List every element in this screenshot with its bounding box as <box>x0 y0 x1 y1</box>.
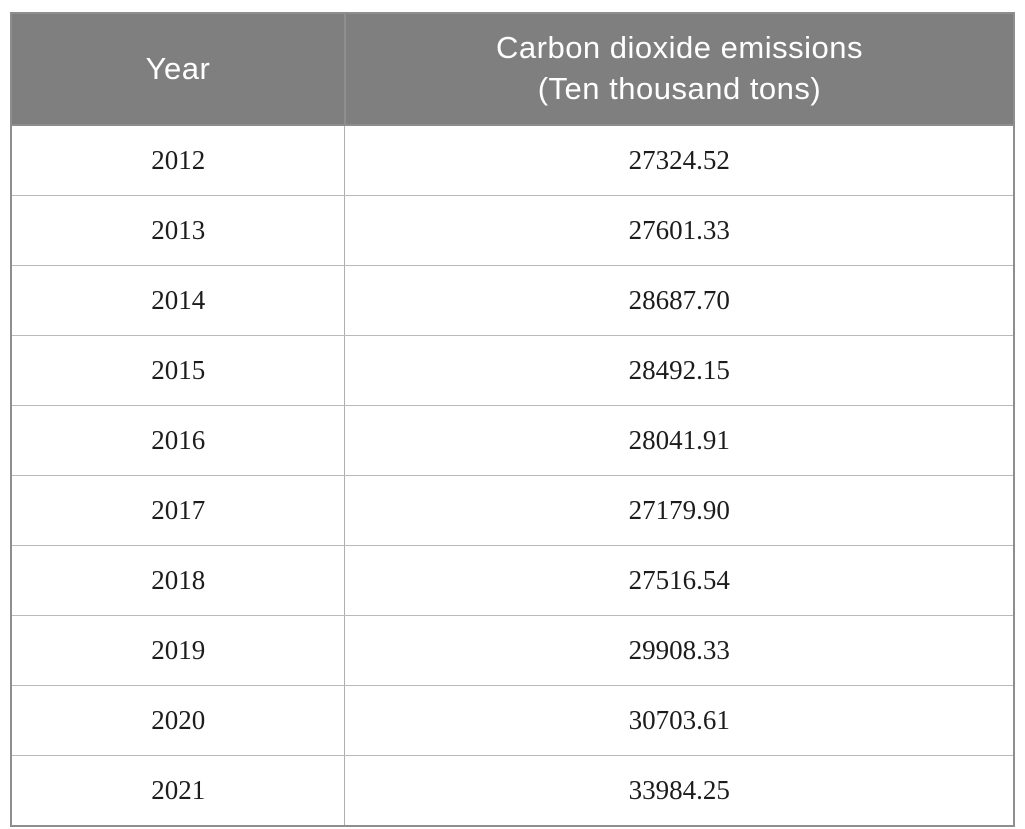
year-header-label: Year <box>145 50 211 86</box>
year-cell: 2013 <box>10 195 346 266</box>
emissions-cell: 27179.90 <box>344 475 1016 546</box>
table-row: 2013 27601.33 <box>10 195 1016 266</box>
emissions-cell: 28041.91 <box>344 405 1016 476</box>
emissions-cell: 33984.25 <box>344 755 1016 827</box>
emissions-cell: 27324.52 <box>344 124 1016 196</box>
table-header: Year Carbon dioxide emissions (Ten thous… <box>10 12 1016 126</box>
emissions-header-line1: Carbon dioxide emissions <box>496 30 863 66</box>
table-row: 2019 29908.33 <box>10 615 1016 686</box>
year-cell: 2012 <box>10 124 346 196</box>
table-row: 2020 30703.61 <box>10 685 1016 756</box>
year-cell: 2021 <box>10 755 346 827</box>
emissions-cell: 29908.33 <box>344 615 1016 686</box>
table-row: 2015 28492.15 <box>10 335 1016 406</box>
year-cell: 2014 <box>10 265 346 336</box>
table-row: 2012 27324.52 <box>10 124 1016 196</box>
table-row: 2017 27179.90 <box>10 475 1016 546</box>
emissions-cell: 27516.54 <box>344 545 1016 616</box>
emissions-table-container: Year Carbon dioxide emissions (Ten thous… <box>10 12 1016 827</box>
header-row: Year Carbon dioxide emissions (Ten thous… <box>10 12 1016 126</box>
emissions-column-header: Carbon dioxide emissions (Ten thousand t… <box>343 12 1016 126</box>
emissions-header-line2: (Ten thousand tons) <box>537 71 822 106</box>
year-cell: 2018 <box>10 545 346 616</box>
emissions-table: Year Carbon dioxide emissions (Ten thous… <box>10 12 1016 827</box>
emissions-cell: 30703.61 <box>344 685 1016 756</box>
year-cell: 2019 <box>10 615 346 686</box>
table-row: 2018 27516.54 <box>10 545 1016 616</box>
emissions-cell: 28492.15 <box>344 335 1016 406</box>
emissions-cell: 27601.33 <box>344 195 1016 266</box>
year-cell: 2015 <box>10 335 346 406</box>
year-column-header: Year <box>10 12 346 126</box>
emissions-cell: 28687.70 <box>344 265 1016 336</box>
year-cell: 2017 <box>10 475 346 546</box>
table-row: 2021 33984.25 <box>10 755 1016 827</box>
year-cell: 2016 <box>10 405 346 476</box>
year-cell: 2020 <box>10 685 346 756</box>
table-row: 2016 28041.91 <box>10 405 1016 476</box>
table-body: 2012 27324.52 2013 27601.33 2014 28687.7… <box>10 124 1016 827</box>
table-row: 2014 28687.70 <box>10 265 1016 336</box>
